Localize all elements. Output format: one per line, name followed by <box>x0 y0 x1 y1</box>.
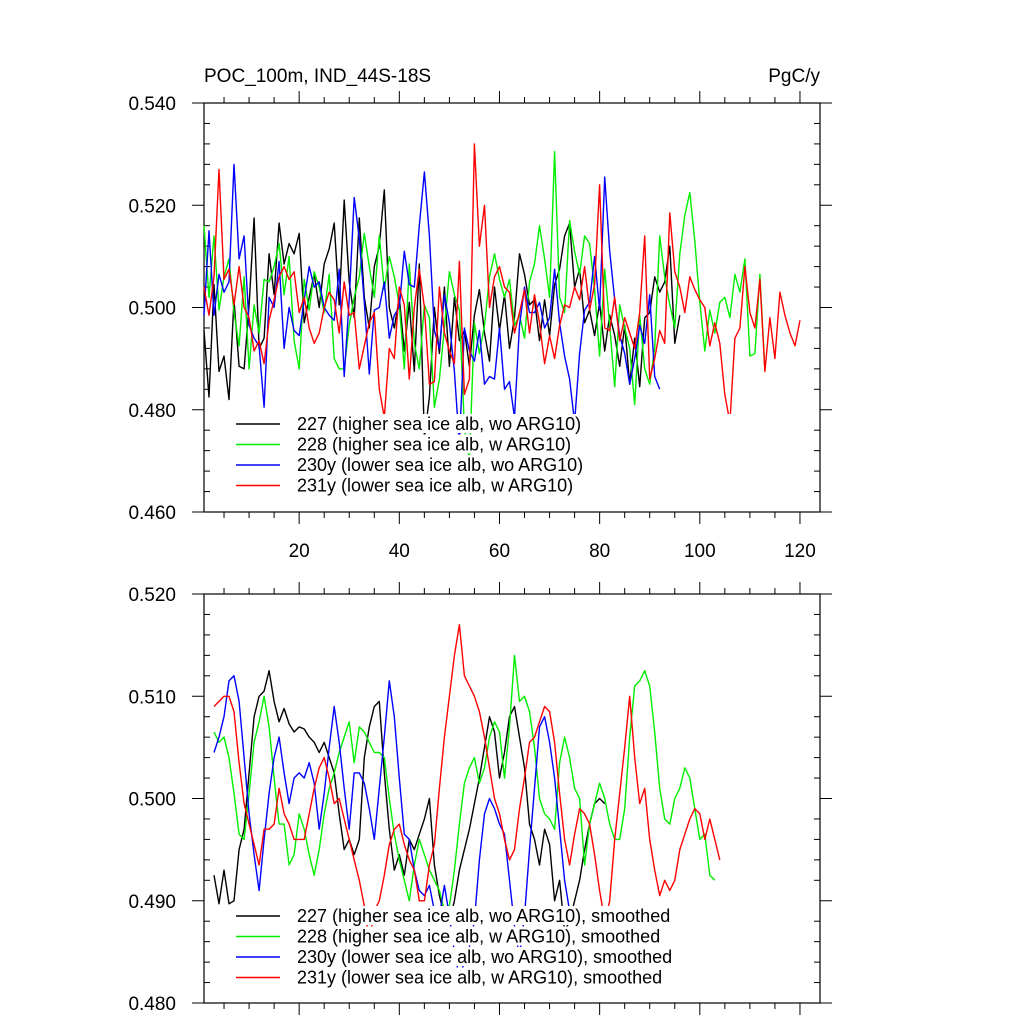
x-tick-label: 80 <box>589 541 610 562</box>
chart-bottom: 0.480 0.490 0.500 0.510 0.520 227 (higher se… <box>128 582 832 1015</box>
legend-label: 228 (higher sea ice alb, w ARG10) <box>297 435 571 455</box>
x-tick-label: 60 <box>489 541 510 562</box>
y-tick-label: 0.500 <box>128 790 176 811</box>
series-line-3 <box>203 143 801 424</box>
series-line-0 <box>213 670 606 933</box>
y-tick-label: 0.520 <box>128 585 176 606</box>
legend-bg <box>230 906 740 925</box>
legend-label: 231y (lower sea ice alb, w ARG10) <box>297 476 573 496</box>
legend-label: 228 (higher sea ice alb, w ARG10), smoot… <box>297 927 660 947</box>
x-tick-label: 100 <box>684 541 716 562</box>
chart-top: POC_100m, IND_44S-18S PgC/y 20 40 60 80 100 1… <box>128 66 832 562</box>
chart-top-units: PgC/y <box>768 66 820 87</box>
legend-label: 231y (lower sea ice alb, w ARG10), smoot… <box>297 968 662 988</box>
chart-bottom-ticks: 0.480 0.490 0.500 0.510 0.520 <box>128 582 832 1015</box>
y-tick-label: 0.480 <box>128 994 176 1015</box>
series-line-1 <box>203 150 766 462</box>
y-tick-label: 0.520 <box>128 196 176 217</box>
legend-bg <box>230 434 740 454</box>
chart-top-title: POC_100m, IND_44S-18S <box>204 66 431 87</box>
legend-bg <box>230 926 740 946</box>
y-tick-label: 0.480 <box>128 401 176 422</box>
y-tick-label: 0.540 <box>128 94 176 115</box>
legend-label: 227 (higher sea ice alb, wo ARG10), smoo… <box>297 906 670 926</box>
legend-bg <box>230 414 740 433</box>
y-tick-label: 0.460 <box>128 503 176 524</box>
legend-label: 227 (higher sea ice alb, wo ARG10) <box>297 414 581 434</box>
x-tick-label: 120 <box>784 541 816 562</box>
chart-top-legend: 227 (higher sea ice alb, wo ARG10)228 (h… <box>230 414 740 496</box>
legend-bg <box>230 455 740 474</box>
legend-bg <box>230 947 740 966</box>
chart-top-series <box>203 143 801 462</box>
chart-bottom-series <box>213 624 721 979</box>
y-tick-label: 0.490 <box>128 892 176 913</box>
chart-bottom-legend: 227 (higher sea ice alb, wo ARG10), smoo… <box>230 906 740 988</box>
y-tick-label: 0.500 <box>128 299 176 320</box>
legend-label: 230y (lower sea ice alb, wo ARG10), smoo… <box>297 947 672 967</box>
x-tick-label: 20 <box>289 541 310 562</box>
legend-bg <box>230 967 740 987</box>
series-line-3 <box>213 624 721 943</box>
y-tick-label: 0.510 <box>128 687 176 708</box>
series-line-1 <box>213 654 716 912</box>
legend-bg <box>230 475 740 495</box>
chart-top-ticks: 20 40 60 80 100 120 0.460 0.480 0.500 0.520 0.540 <box>128 91 832 562</box>
legend-label: 230y (lower sea ice alb, wo ARG10) <box>297 455 583 475</box>
x-tick-label: 40 <box>389 541 410 562</box>
